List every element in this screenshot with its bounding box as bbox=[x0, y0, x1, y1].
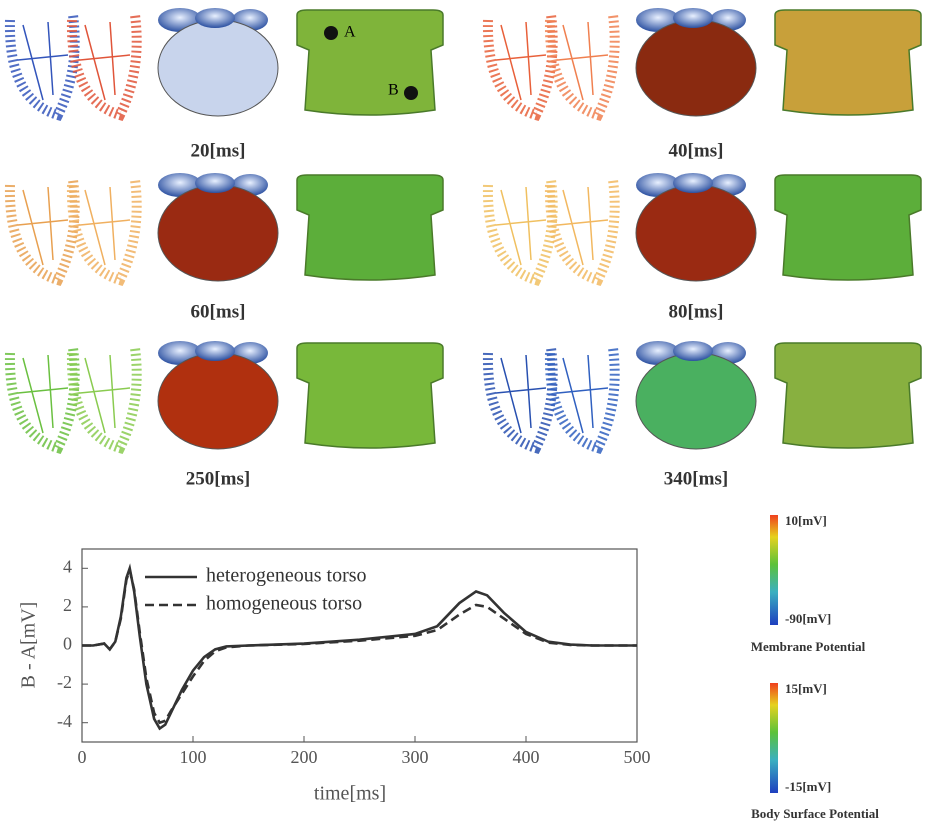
colorbar-max: 10[mV] bbox=[785, 513, 827, 528]
panel: 340[ms] bbox=[488, 341, 921, 489]
x-tick-label: 100 bbox=[180, 747, 207, 767]
x-tick-label: 500 bbox=[624, 747, 651, 767]
x-tick-label: 200 bbox=[291, 747, 318, 767]
x-tick-label: 400 bbox=[513, 747, 540, 767]
heart bbox=[158, 185, 278, 281]
heart-cap bbox=[673, 341, 713, 361]
torso bbox=[297, 10, 443, 115]
heart-cap bbox=[195, 341, 235, 361]
legend-label: heterogeneous torso bbox=[206, 565, 367, 587]
time-label: 250[ms] bbox=[186, 468, 250, 489]
chart: time[ms] B - A[mV] 0 100 200 300 400 500 -4 -2 0… bbox=[18, 549, 651, 805]
colorbar bbox=[770, 683, 778, 793]
panels: 20[ms] 40[ms] 60[ms] 80[ms] 250[ms] 340[ms] bbox=[10, 8, 921, 489]
marker-b-label: B bbox=[388, 82, 399, 99]
legend-label: homogeneous torso bbox=[206, 593, 362, 615]
marker-a-label: A bbox=[344, 24, 356, 41]
torso bbox=[775, 343, 921, 448]
time-label: 40[ms] bbox=[669, 140, 724, 161]
heart-cap bbox=[195, 8, 235, 28]
heart bbox=[636, 20, 756, 116]
heart bbox=[158, 20, 278, 116]
panel: 40[ms] bbox=[488, 8, 921, 161]
panel: 20[ms] bbox=[10, 8, 443, 161]
panel: 250[ms] bbox=[10, 341, 443, 489]
colorbar-title: Membrane Potential bbox=[751, 639, 866, 654]
colorbar-min: -15[mV] bbox=[785, 779, 831, 794]
torso bbox=[297, 343, 443, 448]
heart-cap bbox=[195, 173, 235, 193]
heart-cap bbox=[673, 8, 713, 28]
torso bbox=[297, 175, 443, 280]
heart bbox=[636, 353, 756, 449]
y-axis-label: B - A[mV] bbox=[18, 602, 40, 689]
panel: 80[ms] bbox=[488, 173, 921, 322]
y-tick-label: 2 bbox=[63, 595, 72, 615]
heart bbox=[158, 353, 278, 449]
heart-cap bbox=[673, 173, 713, 193]
y-tick-label: 4 bbox=[63, 556, 72, 576]
colorbar bbox=[770, 515, 778, 625]
x-axis-label: time[ms] bbox=[314, 783, 386, 805]
torso bbox=[775, 10, 921, 115]
marker-b bbox=[404, 86, 418, 100]
colorbar-title: Body Surface Potential bbox=[751, 806, 879, 821]
time-label: 20[ms] bbox=[191, 140, 246, 161]
panel: 60[ms] bbox=[10, 173, 443, 322]
x-tick-label: 0 bbox=[78, 747, 87, 767]
heart bbox=[636, 185, 756, 281]
marker-a bbox=[324, 26, 338, 40]
y-tick-label: -2 bbox=[57, 672, 72, 692]
colorbar-min: -90[mV] bbox=[785, 611, 831, 626]
torso bbox=[775, 175, 921, 280]
y-tick-label: -4 bbox=[57, 711, 72, 731]
time-label: 340[ms] bbox=[664, 468, 728, 489]
y-tick-label: 0 bbox=[63, 634, 72, 654]
colorbar-max: 15[mV] bbox=[785, 681, 827, 696]
x-tick-label: 300 bbox=[402, 747, 429, 767]
figure: 20[ms] 40[ms] 60[ms] 80[ms] 250[ms] 340[ms] A… bbox=[0, 0, 926, 827]
time-label: 80[ms] bbox=[669, 301, 724, 322]
time-label: 60[ms] bbox=[191, 301, 246, 322]
